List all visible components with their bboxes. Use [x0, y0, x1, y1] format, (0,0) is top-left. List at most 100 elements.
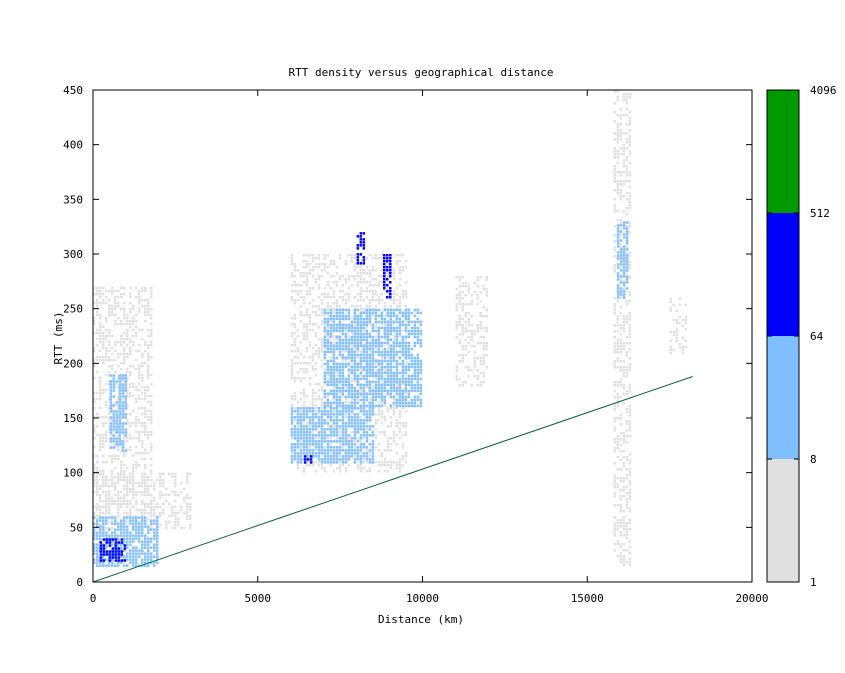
heatmap-cell — [299, 284, 303, 287]
heatmap-cell — [147, 451, 150, 455]
heatmap-cell — [353, 413, 357, 416]
heatmap-cell — [347, 356, 351, 360]
heatmap-cell — [389, 422, 393, 425]
heatmap-cell — [129, 421, 132, 425]
heatmap-cell — [293, 323, 297, 326]
heatmap-cell — [296, 335, 300, 338]
heatmap-cell — [401, 290, 405, 293]
heatmap-cell — [117, 403, 120, 407]
heatmap-cell — [359, 419, 363, 422]
heatmap-cell — [619, 251, 623, 254]
heatmap-cell — [132, 537, 135, 540]
heatmap-cell — [153, 484, 156, 488]
heatmap-cell — [118, 416, 121, 419]
heatmap-cell — [317, 413, 321, 416]
heatmap-cell — [317, 338, 321, 341]
heatmap-cell — [380, 317, 384, 321]
heatmap-cell — [455, 323, 458, 327]
heatmap-cell — [365, 320, 369, 324]
heatmap-cell — [392, 440, 396, 443]
heatmap-cell — [374, 317, 378, 321]
heatmap-cell — [150, 442, 153, 446]
heatmap-cell — [625, 318, 629, 321]
heatmap-cell — [299, 341, 303, 344]
heatmap-cell — [374, 350, 378, 354]
heatmap-cell — [311, 287, 315, 290]
heatmap-cell — [305, 254, 309, 257]
heatmap-cell — [625, 278, 629, 281]
heatmap-cell — [147, 334, 150, 338]
heatmap-cell — [296, 425, 300, 428]
heatmap-cell — [308, 341, 312, 344]
heatmap-cell — [112, 413, 115, 416]
heatmap-cell — [356, 425, 360, 428]
heatmap-cell — [359, 287, 363, 290]
heatmap-cell — [613, 174, 617, 177]
heatmap-cell — [326, 329, 330, 333]
heatmap-cell — [317, 383, 321, 386]
heatmap-cell — [476, 302, 479, 306]
heatmap-cell — [323, 407, 327, 410]
heatmap-cell — [619, 123, 623, 126]
heatmap-cell — [344, 359, 348, 362]
heatmap-cell — [365, 425, 369, 428]
heatmap-cell — [392, 311, 396, 315]
heatmap-cell — [99, 487, 102, 491]
heatmap-cell — [383, 323, 387, 326]
heatmap-cell — [293, 446, 297, 449]
heatmap-cell — [320, 299, 324, 302]
heatmap-cell — [326, 311, 330, 315]
heatmap-cell — [293, 356, 297, 359]
heatmap-cell — [338, 380, 342, 384]
heatmap-cell — [616, 384, 620, 387]
heatmap-cell — [99, 445, 102, 449]
heatmap-cell — [404, 395, 408, 399]
heatmap-cell — [320, 389, 324, 392]
heatmap-cell — [344, 413, 348, 416]
heatmap-cell — [628, 264, 632, 267]
heatmap-cell — [102, 445, 105, 449]
heatmap-cell — [296, 284, 300, 287]
heatmap-cell — [129, 540, 132, 543]
heatmap-cell — [129, 307, 132, 311]
heatmap-cell — [398, 323, 402, 327]
heatmap-cell — [356, 341, 360, 345]
heatmap-cell — [622, 450, 626, 453]
heatmap-cell — [129, 391, 132, 395]
heatmap-cell — [678, 297, 682, 301]
heatmap-cell — [186, 493, 189, 497]
heatmap-cell — [123, 531, 126, 534]
heatmap-cell — [395, 380, 399, 384]
heatmap-cell — [117, 436, 120, 440]
heatmap-cell — [150, 412, 153, 416]
heatmap-cell — [314, 350, 318, 353]
heatmap-cell — [401, 368, 405, 372]
heatmap-cell — [314, 311, 318, 314]
heatmap-cell — [153, 519, 156, 522]
heatmap-cell — [305, 260, 309, 263]
heatmap-cell — [293, 362, 297, 365]
heatmap-cell — [93, 349, 96, 353]
heatmap-cell — [347, 275, 351, 278]
heatmap-cell — [115, 410, 118, 413]
heatmap-cell — [326, 458, 330, 461]
heatmap-cell — [341, 323, 345, 327]
heatmap-cell — [404, 347, 408, 351]
heatmap-cell — [625, 336, 629, 339]
heatmap-cell — [392, 329, 396, 333]
heatmap-cell — [613, 351, 617, 354]
heatmap-cell — [129, 319, 132, 323]
heatmap-cell — [102, 505, 105, 509]
heatmap-cell — [308, 314, 312, 317]
heatmap-cell — [144, 561, 147, 564]
heatmap-cell — [625, 263, 629, 266]
heatmap-cell — [619, 555, 623, 558]
heatmap-cell — [326, 440, 330, 443]
heatmap-cell — [383, 260, 386, 263]
x-tick-label: 20000 — [735, 592, 768, 605]
heatmap-cell — [628, 225, 632, 228]
heatmap-cell — [344, 317, 348, 321]
heatmap-cell — [377, 350, 381, 354]
heatmap-cell — [141, 421, 144, 425]
heatmap-cell — [147, 418, 150, 422]
